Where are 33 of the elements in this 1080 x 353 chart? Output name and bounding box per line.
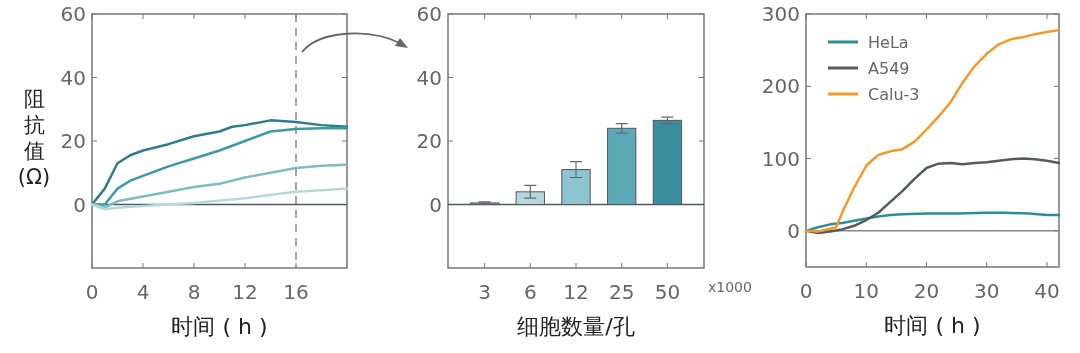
y-tick-label: 20 [60, 129, 86, 153]
x-axis-title: 时间 ( h ) [171, 314, 268, 339]
x-axis-title: 细胞数量/孔 [517, 314, 635, 339]
legend-label: HeLa [868, 33, 909, 52]
y-tick-label: 40 [416, 65, 442, 90]
x-tick-label: 4 [136, 280, 150, 304]
y-tick-label: 40 [60, 65, 86, 90]
y-tick-label: 100 [761, 146, 800, 171]
x-tick-label: 25 [608, 280, 635, 304]
x-tick-label: 10 [853, 279, 879, 303]
y-tick-label: 0 [787, 218, 800, 243]
y-tick-label: 60 [416, 2, 442, 26]
x-tick-label: 3 [478, 280, 491, 304]
y-tick-label: 0 [73, 192, 86, 217]
y-axis-title: 阻抗值 (Ω) [17, 87, 51, 189]
y-tick-label: 200 [761, 74, 800, 99]
x-tick-label: 8 [187, 280, 201, 304]
x-tick-label: 20 [913, 279, 940, 303]
legend-label: A549 [868, 59, 910, 78]
y-tick-label: 60 [60, 2, 86, 26]
legend-label: Calu-3 [868, 85, 920, 104]
x-tick-label: 6 [523, 280, 537, 304]
x-axis-title: 时间 ( h ) [884, 313, 981, 338]
y-tick-label: 300 [761, 2, 800, 26]
y-tick-label: 0 [429, 192, 442, 217]
y-tick-label: 20 [416, 129, 442, 153]
text: x1000 [708, 279, 752, 295]
x-tick-label: 12 [563, 280, 589, 304]
x-tick-label: 30 [973, 279, 1000, 303]
x-tick-label: 40 [1034, 279, 1060, 303]
x-tick-label: 16 [283, 280, 309, 304]
x-tick-label: 12 [232, 280, 258, 304]
x-tick-label: 50 [654, 280, 681, 304]
